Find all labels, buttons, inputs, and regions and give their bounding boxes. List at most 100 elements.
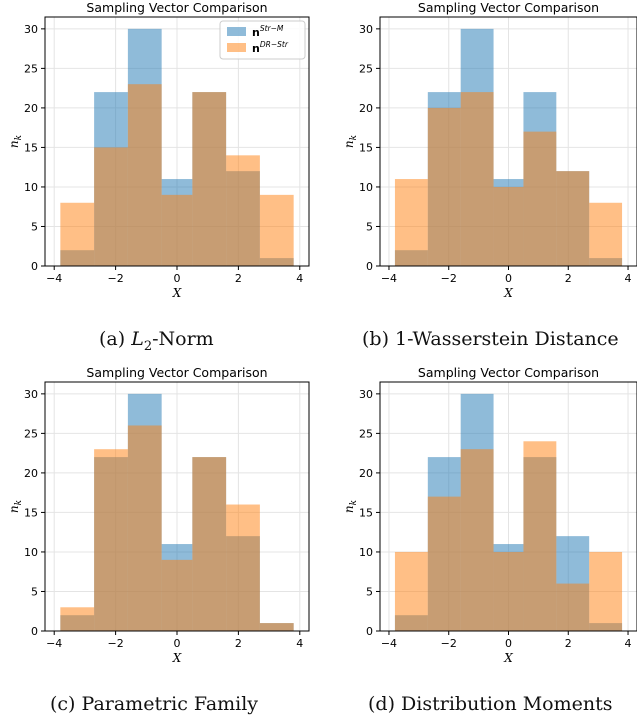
bar-series2-bin2: [94, 147, 128, 266]
bar-series2-bin1: [394, 179, 428, 266]
x-tick-label: 4: [625, 272, 632, 285]
y-tick-label: 10: [359, 181, 373, 194]
caption-sub: 2: [143, 338, 153, 354]
legend-swatch-2: [227, 43, 246, 52]
chart-panel-3: −4 −2 0 2 4 0 5 10 15 20 25 30 Sampling Vector Compa…: [7, 365, 310, 665]
x-axis-label: X: [172, 651, 182, 665]
bar-series2-bin6: [556, 583, 590, 631]
bar-series2-bin5: [523, 131, 557, 266]
y-tick-label: 10: [24, 181, 38, 194]
y-axis-label: nk: [342, 500, 359, 513]
chart-title: Sampling Vector Comparison: [418, 365, 599, 380]
legend-label-2: nDR−Str: [252, 40, 289, 55]
bar-series2-bin3: [127, 425, 162, 631]
y-tick-label: 25: [359, 62, 373, 75]
y-tick-label: 15: [24, 506, 38, 519]
x-tick-label: −2: [441, 272, 457, 285]
caption-text: -Norm: [152, 328, 214, 350]
chart-title: Sampling Vector Comparison: [86, 365, 267, 380]
caption-d: (d) Distribution Moments: [368, 693, 613, 715]
legend-swatch-1: [227, 27, 246, 36]
chart-panel-4: −4 −2 0 2 4 0 5 10 15 20 25 30 Sampling Vector Compa…: [342, 365, 637, 665]
x-tick-label: 0: [505, 272, 512, 285]
y-tick-label: 5: [31, 585, 38, 598]
y-axis-label: nk: [7, 500, 24, 513]
x-tick-label: 2: [235, 272, 242, 285]
caption-text: Distribution Moments: [401, 693, 613, 715]
x-tick-label: 2: [565, 637, 572, 650]
bar-series2-bin7: [589, 202, 623, 266]
bar-series2-bin1: [394, 551, 428, 631]
y-tick-label: 30: [24, 23, 38, 36]
caption-math: L: [131, 328, 144, 350]
caption-text: Parametric Family: [81, 693, 259, 715]
bar-series2-bin3: [460, 449, 494, 631]
x-axis-label: X: [503, 651, 513, 665]
y-axis-label: nk: [7, 135, 24, 148]
caption-a: (a) L2-Norm: [99, 328, 214, 354]
x-tick-label: −4: [381, 272, 397, 285]
bar-series2-bin1: [60, 202, 95, 266]
y-tick-label: 20: [24, 467, 38, 480]
y-tick-label: 20: [359, 467, 373, 480]
chart-title: Sampling Vector Comparison: [418, 0, 599, 15]
caption-tag: (b): [362, 328, 389, 350]
y-tick-label: 0: [366, 625, 373, 638]
y-tick-label: 25: [359, 427, 373, 440]
y-tick-label: 0: [31, 625, 38, 638]
y-tick-label: 25: [24, 427, 38, 440]
caption-b: (b) 1-Wasserstein Distance: [362, 328, 619, 350]
bar-series2-bin5: [523, 441, 557, 631]
chart-panel-1: −4 −2 0 2 4 0 5 10 15 20 25 30 Sampling Vector Compa…: [7, 0, 310, 300]
caption-tag: (a): [99, 328, 126, 350]
bar-series2-bin5: [192, 92, 227, 266]
x-tick-label: 2: [235, 637, 242, 650]
y-tick-label: 0: [31, 260, 38, 273]
bar-series2-bin7: [259, 194, 294, 266]
caption-tag: (d): [368, 693, 395, 715]
x-tick-label: −2: [441, 637, 457, 650]
y-tick-label: 20: [359, 102, 373, 115]
bar-series2-bin3: [460, 92, 494, 266]
y-tick-label: 5: [366, 220, 373, 233]
x-tick-label: −2: [107, 637, 123, 650]
chart-title: Sampling Vector Comparison: [86, 0, 267, 15]
x-tick-label: 4: [625, 637, 632, 650]
x-tick-label: −4: [381, 637, 397, 650]
caption-c: (c) Parametric Family: [50, 693, 258, 715]
y-tick-label: 30: [24, 388, 38, 401]
x-tick-label: 0: [174, 272, 181, 285]
x-tick-label: −4: [46, 272, 62, 285]
caption-text: 1-Wasserstein Distance: [395, 328, 619, 350]
y-tick-label: 10: [359, 546, 373, 559]
x-axis-label: X: [503, 286, 513, 300]
x-axis-label: X: [172, 286, 182, 300]
x-tick-label: 4: [296, 272, 303, 285]
chart-panel-2: −4 −2 0 2 4 0 5 10 15 20 25 30 Sampling Vector Compa…: [342, 0, 637, 300]
y-tick-label: 30: [359, 388, 373, 401]
x-tick-label: 0: [505, 637, 512, 650]
bar-series2-bin2: [427, 107, 461, 266]
y-axis-label: nk: [342, 135, 359, 148]
bar-series2-bin6: [226, 155, 260, 266]
y-tick-label: 0: [366, 260, 373, 273]
y-tick-label: 10: [24, 546, 38, 559]
y-tick-label: 15: [359, 141, 373, 154]
bar-series2-bin4: [161, 559, 193, 631]
bar-series2-bin7: [259, 623, 294, 631]
bar-series2-bin6: [556, 171, 590, 266]
y-tick-label: 20: [24, 102, 38, 115]
caption-tag: (c): [50, 693, 76, 715]
bar-series2-bin3: [127, 84, 162, 266]
legend-label-1: nStr−M: [252, 24, 284, 39]
bar-series2-bin4: [161, 194, 193, 266]
bar-series2-bin5: [192, 457, 227, 631]
x-tick-label: 0: [174, 637, 181, 650]
bar-series2-bin2: [427, 496, 461, 631]
y-tick-label: 5: [31, 220, 38, 233]
bar-series2-bin1: [60, 607, 95, 631]
y-tick-label: 30: [359, 23, 373, 36]
x-tick-label: −2: [107, 272, 123, 285]
